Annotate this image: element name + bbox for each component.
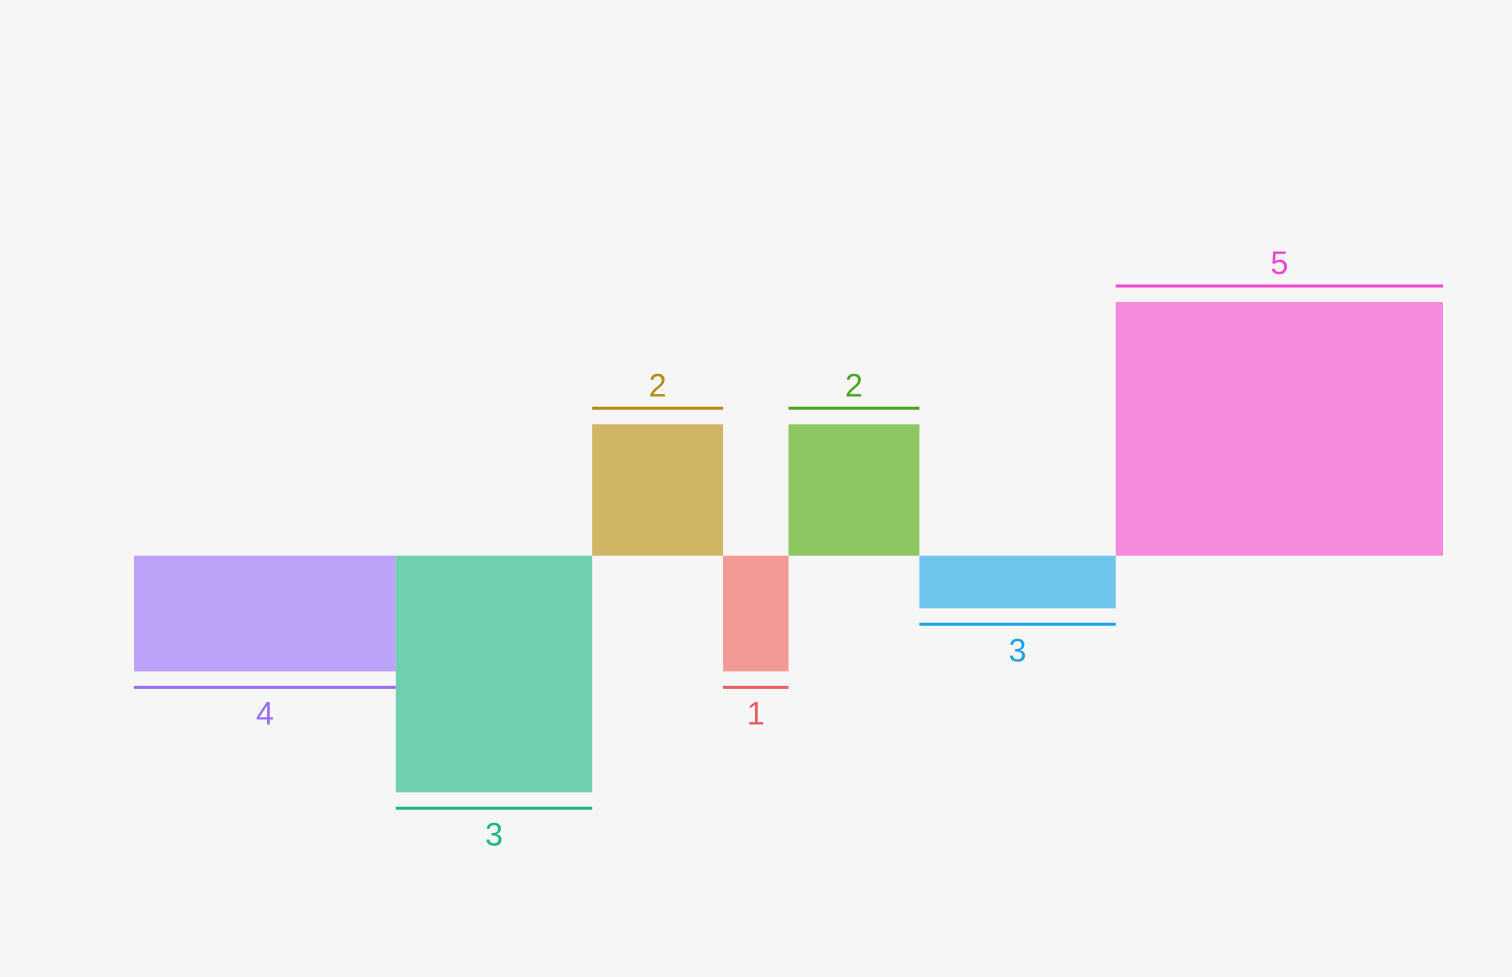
bar-5-data-label: 2 xyxy=(845,367,863,403)
bar-1-data-label: 4 xyxy=(256,695,274,731)
bar-3 xyxy=(592,424,724,556)
bar-3-data-label: 2 xyxy=(649,367,667,403)
bar-6 xyxy=(919,555,1116,609)
bar-5 xyxy=(788,424,920,556)
bars-layer: 4 3 2 1 2 3 5 xyxy=(134,245,1443,852)
bar-2 xyxy=(395,555,593,793)
bar-4-data-label: 1 xyxy=(747,695,765,731)
bar-6-data-label: 3 xyxy=(1009,632,1027,668)
bar-1 xyxy=(134,555,396,672)
bar-7 xyxy=(1115,302,1443,556)
bar-2-data-label: 3 xyxy=(485,816,503,852)
bar-7-data-label: 5 xyxy=(1270,245,1288,281)
bar-4 xyxy=(723,555,789,672)
